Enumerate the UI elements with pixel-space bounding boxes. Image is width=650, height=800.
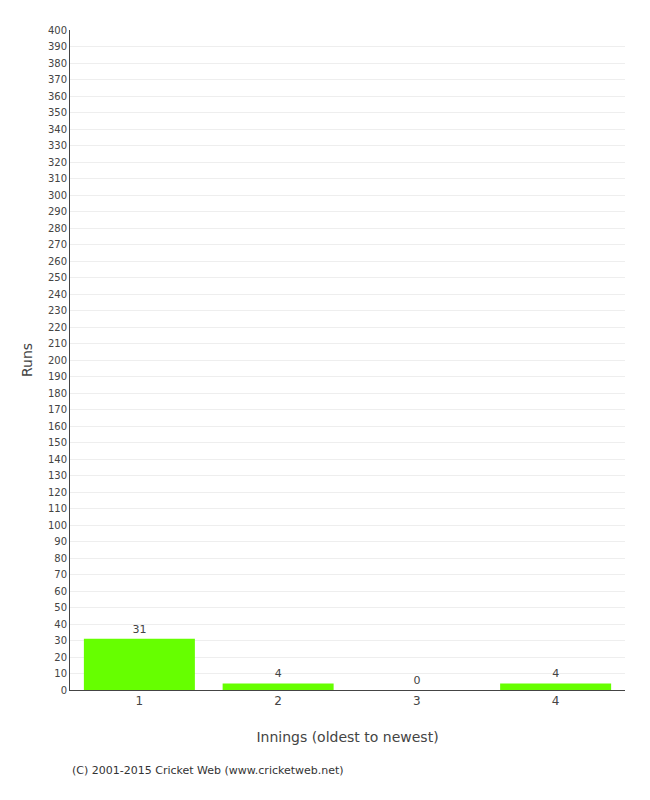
svg-text:380: 380 (48, 58, 67, 69)
svg-text:31: 31 (132, 623, 146, 636)
svg-text:280: 280 (48, 223, 67, 234)
svg-text:100: 100 (48, 520, 67, 531)
svg-text:200: 200 (48, 355, 67, 366)
svg-text:350: 350 (48, 107, 67, 118)
svg-text:0: 0 (413, 674, 420, 687)
svg-text:310: 310 (48, 173, 67, 184)
svg-text:20: 20 (54, 652, 67, 663)
svg-text:3: 3 (413, 694, 421, 708)
svg-text:120: 120 (48, 487, 67, 498)
svg-text:300: 300 (48, 190, 67, 201)
svg-text:150: 150 (48, 437, 67, 448)
svg-text:50: 50 (54, 602, 67, 613)
svg-text:330: 330 (48, 140, 67, 151)
svg-text:170: 170 (48, 404, 67, 415)
svg-text:40: 40 (54, 619, 67, 630)
svg-text:80: 80 (54, 553, 67, 564)
svg-text:60: 60 (54, 586, 67, 597)
svg-text:400: 400 (48, 25, 67, 36)
svg-text:230: 230 (48, 305, 67, 316)
svg-text:110: 110 (48, 503, 67, 514)
svg-text:180: 180 (48, 388, 67, 399)
svg-text:360: 360 (48, 91, 67, 102)
svg-text:1: 1 (136, 694, 144, 708)
svg-text:70: 70 (54, 569, 67, 580)
svg-text:290: 290 (48, 206, 67, 217)
svg-text:260: 260 (48, 256, 67, 267)
svg-text:4: 4 (552, 694, 560, 708)
svg-text:340: 340 (48, 124, 67, 135)
svg-text:370: 370 (48, 74, 67, 85)
svg-text:0: 0 (61, 685, 67, 696)
svg-text:90: 90 (54, 536, 67, 547)
svg-text:10: 10 (54, 668, 67, 679)
svg-text:160: 160 (48, 421, 67, 432)
svg-text:140: 140 (48, 454, 67, 465)
svg-text:190: 190 (48, 371, 67, 382)
svg-text:210: 210 (48, 338, 67, 349)
svg-text:(C) 2001-2015 Cricket Web (www: (C) 2001-2015 Cricket Web (www.cricketwe… (72, 764, 344, 777)
svg-text:4: 4 (552, 667, 559, 680)
svg-text:320: 320 (48, 157, 67, 168)
svg-text:250: 250 (48, 272, 67, 283)
svg-text:270: 270 (48, 239, 67, 250)
svg-text:240: 240 (48, 289, 67, 300)
svg-text:220: 220 (48, 322, 67, 333)
svg-text:Innings (oldest to newest): Innings (oldest to newest) (256, 729, 438, 745)
svg-text:390: 390 (48, 41, 67, 52)
svg-text:2: 2 (274, 694, 282, 708)
svg-text:Runs: Runs (19, 343, 35, 377)
svg-text:130: 130 (48, 470, 67, 481)
svg-text:4: 4 (275, 667, 282, 680)
svg-text:30: 30 (54, 635, 67, 646)
